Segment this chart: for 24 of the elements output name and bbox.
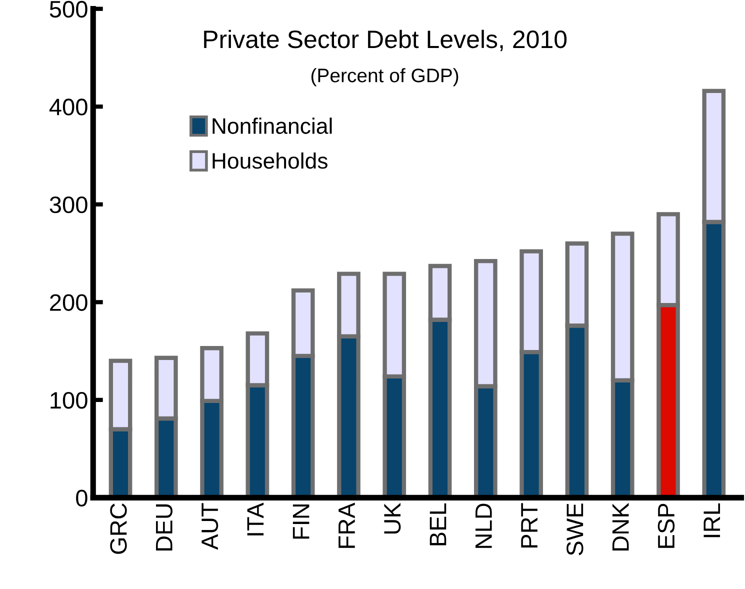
y-tick-label: 500	[50, 0, 88, 18]
x-tick-label: FRA	[338, 502, 355, 548]
x-tick-label: IRL	[704, 503, 720, 538]
x-tick-label: DNK	[612, 502, 629, 550]
text: Private Sector Debt Levels, 2010	[204, 30, 567, 52]
text: (Percent of GDP)	[311, 68, 458, 86]
x-tick-label: AUT	[202, 503, 218, 550]
x-tick-label: ITA	[247, 502, 264, 536]
x-tick-label: GRC	[110, 503, 127, 554]
x-tick-label: DEU	[156, 504, 172, 550]
legend-label: Households	[212, 152, 328, 169]
legend-label: Nonfinancial	[212, 118, 332, 134]
x-tick-label: FIN	[292, 504, 310, 539]
y-tick-label: 200	[50, 294, 88, 311]
y-tick-label: 400	[49, 98, 88, 116]
x-tick-label: NLD	[476, 504, 492, 548]
x-tick-label: BEL	[430, 503, 446, 546]
y-tick-label: 300	[50, 196, 88, 214]
x-tick-label: SWE	[566, 504, 584, 556]
x-tick-label: UK	[384, 502, 401, 534]
y-tick-label: 100	[50, 392, 88, 409]
x-tick-label: PRT	[521, 503, 538, 548]
y-tick-label: 0	[76, 490, 88, 506]
x-tick-label: ESP	[658, 504, 675, 548]
